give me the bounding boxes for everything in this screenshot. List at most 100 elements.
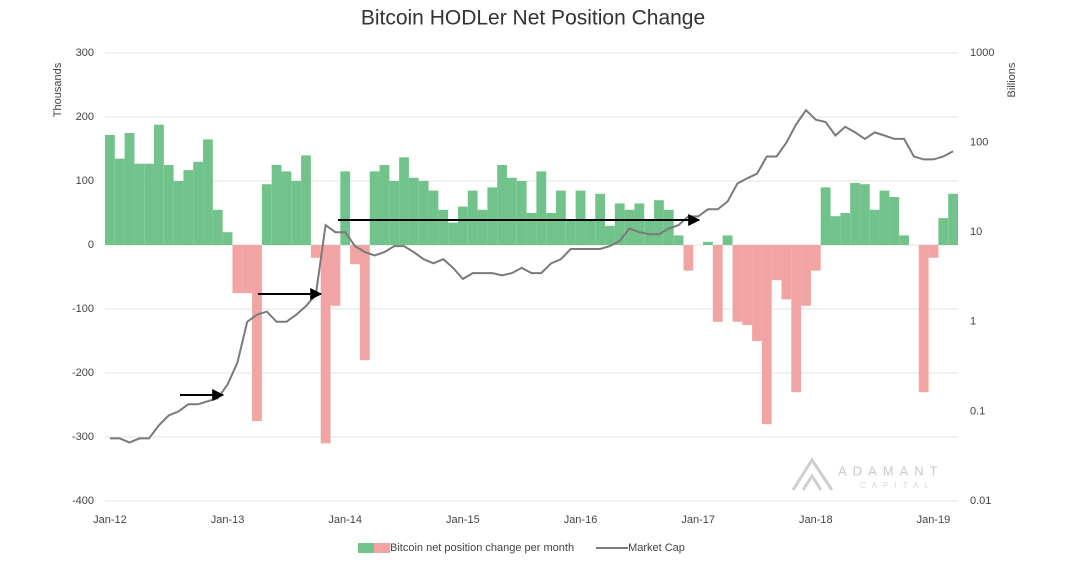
bar bbox=[546, 213, 557, 245]
annotation-arrows bbox=[180, 214, 701, 401]
bar bbox=[193, 161, 204, 245]
bar bbox=[144, 163, 155, 245]
y-tick-label: -100 bbox=[72, 303, 94, 315]
bar bbox=[840, 213, 851, 245]
bar bbox=[310, 245, 321, 258]
bar bbox=[477, 209, 488, 245]
y-tick-label: 100 bbox=[76, 175, 94, 187]
bar bbox=[771, 245, 782, 281]
watermark-subtext: CAPITAL bbox=[860, 481, 935, 490]
bar bbox=[252, 245, 262, 421]
bar bbox=[467, 190, 478, 245]
bar bbox=[673, 235, 684, 245]
bar bbox=[683, 245, 694, 271]
legend-label: Bitcoin net position change per month bbox=[390, 542, 574, 554]
bar bbox=[712, 245, 723, 322]
bar bbox=[918, 245, 929, 393]
bar bbox=[261, 184, 272, 245]
y-tick-label: 200 bbox=[76, 111, 94, 123]
bar bbox=[359, 245, 370, 361]
x-tick-label: Jan-17 bbox=[681, 514, 715, 526]
bar bbox=[340, 171, 351, 245]
y-axis-label: Thousands bbox=[52, 62, 64, 117]
bar bbox=[624, 209, 635, 245]
bar bbox=[722, 235, 733, 245]
line bbox=[109, 108, 954, 444]
bar bbox=[605, 225, 615, 245]
bar bbox=[663, 209, 674, 245]
bar bbox=[752, 245, 762, 341]
y2-tick-label: 1 bbox=[970, 316, 976, 328]
bar bbox=[428, 190, 439, 245]
bar bbox=[124, 133, 135, 245]
bar bbox=[457, 206, 468, 245]
legend-swatch bbox=[358, 543, 374, 553]
bar bbox=[948, 193, 958, 245]
bar bbox=[565, 219, 576, 245]
bar bbox=[575, 190, 586, 245]
bar bbox=[556, 190, 566, 245]
y2-tick-label: 0.1 bbox=[970, 405, 985, 417]
x-tick-label: Jan-16 bbox=[564, 514, 598, 526]
bar bbox=[644, 219, 655, 245]
legend: Bitcoin net position change per month Mar… bbox=[358, 542, 685, 554]
bar bbox=[634, 203, 645, 245]
bar bbox=[791, 245, 802, 393]
bar bbox=[418, 181, 429, 245]
plot-area: -400 -300 -200 -100 0 100 200 300 0.01 0.1 1 10 100 1… bbox=[72, 47, 995, 526]
x-tick-label: Jan-12 bbox=[93, 514, 127, 526]
bar bbox=[830, 216, 841, 245]
x-tick-label: Jan-15 bbox=[446, 514, 480, 526]
bar bbox=[291, 181, 302, 245]
bar bbox=[408, 177, 419, 245]
bar bbox=[742, 245, 753, 325]
chart-title: Bitcoin HODLer Net Position Change bbox=[361, 7, 705, 30]
bar bbox=[232, 245, 243, 293]
y2-tick-label: 10 bbox=[970, 226, 982, 238]
bar bbox=[487, 187, 498, 245]
bar bbox=[379, 165, 390, 245]
x-tick-label: Jan-18 bbox=[799, 514, 833, 526]
bar bbox=[869, 209, 880, 245]
bar bbox=[134, 163, 145, 245]
bar bbox=[154, 124, 164, 245]
y2-tick-label: 100 bbox=[970, 137, 988, 149]
bar bbox=[536, 171, 547, 245]
bar bbox=[320, 245, 331, 444]
legend-label: Market Cap bbox=[628, 542, 685, 554]
bar bbox=[889, 197, 900, 245]
bar bbox=[389, 181, 400, 245]
bar bbox=[810, 245, 821, 271]
bar bbox=[761, 245, 772, 425]
bar bbox=[899, 235, 909, 245]
watermark-text: ADAMANT bbox=[838, 463, 944, 478]
y2-tick-label: 1000 bbox=[970, 47, 994, 59]
y2-axis-label: Billions bbox=[1006, 62, 1018, 97]
y-tick-label: 300 bbox=[76, 47, 94, 59]
x-tick-label: Jan-14 bbox=[328, 514, 362, 526]
bar bbox=[506, 177, 517, 245]
bar bbox=[938, 218, 949, 245]
bar bbox=[801, 245, 811, 306]
bar bbox=[448, 222, 458, 245]
bar bbox=[183, 170, 194, 245]
legend-swatch bbox=[374, 543, 390, 553]
bar bbox=[173, 181, 184, 245]
bar bbox=[350, 245, 360, 265]
bar bbox=[399, 157, 409, 245]
bar bbox=[859, 184, 870, 245]
bar bbox=[516, 181, 527, 245]
bar bbox=[820, 187, 831, 245]
x-tick-label: Jan-13 bbox=[211, 514, 245, 526]
y-tick-label: -400 bbox=[72, 495, 94, 507]
bar bbox=[526, 213, 537, 245]
watermark: ADAMANT CAPITAL bbox=[791, 457, 944, 491]
y-tick-label: -200 bbox=[72, 367, 94, 379]
bar bbox=[585, 219, 596, 245]
y-tick-label: -300 bbox=[72, 431, 94, 443]
bar bbox=[212, 209, 223, 245]
bar bbox=[114, 158, 125, 245]
bar bbox=[369, 171, 380, 245]
bar bbox=[105, 134, 115, 245]
